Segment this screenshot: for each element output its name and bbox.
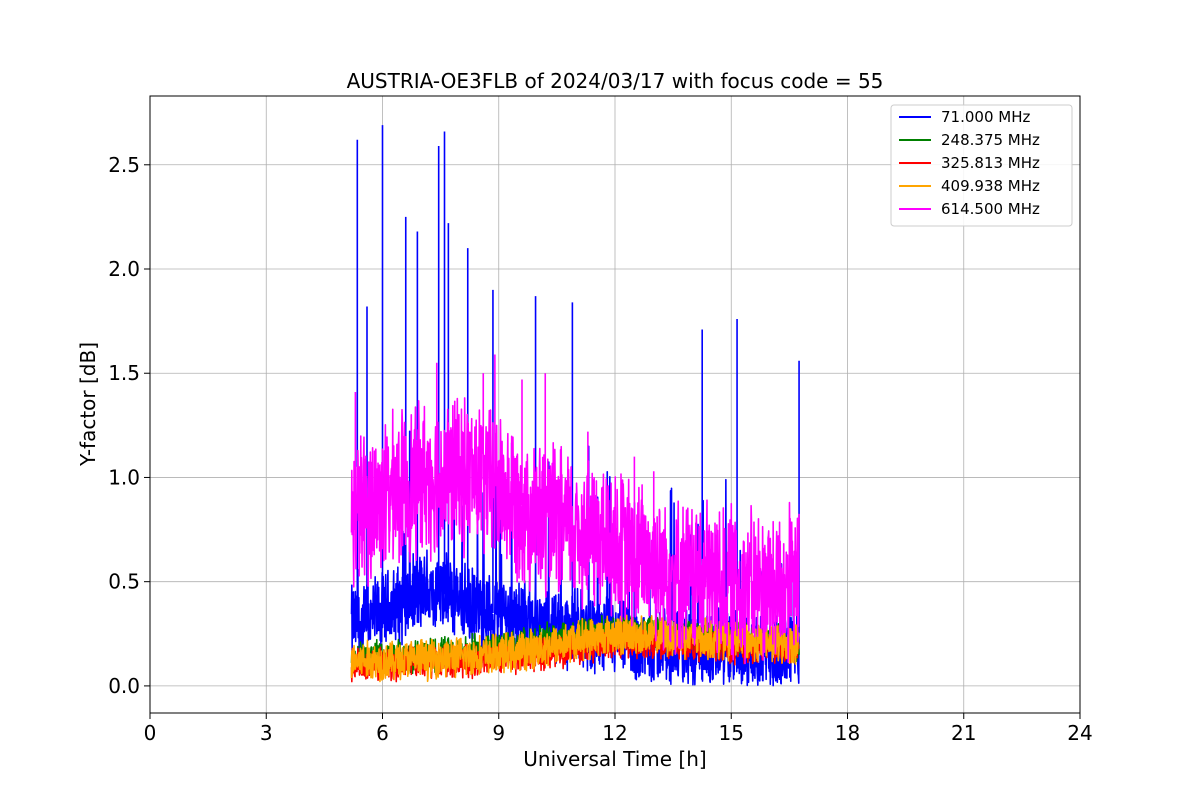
x-tick-label: 18	[835, 721, 860, 745]
series-line	[350, 354, 800, 665]
series-line	[350, 614, 800, 683]
x-tick-label: 6	[376, 721, 389, 745]
x-axis: 0 3 6 9 12 15 18 21 24	[144, 713, 1093, 745]
y-tick-label: 2.0	[108, 257, 140, 281]
legend-label: 614.500 MHz	[941, 200, 1040, 218]
x-tick-label: 15	[719, 721, 744, 745]
legend-label: 409.938 MHz	[941, 177, 1040, 195]
grid	[149, 96, 1081, 713]
x-tick-label: 9	[492, 721, 505, 745]
x-tick-label: 3	[260, 721, 273, 745]
chart-title: AUSTRIA-OE3FLB of 2024/03/17 with focus …	[347, 69, 884, 93]
legend-label: 248.375 MHz	[941, 131, 1040, 149]
x-axis-label: Universal Time [h]	[523, 747, 706, 771]
y-tick-label: 1.5	[108, 361, 140, 385]
y-axis: 0.0 0.5 1.0 1.5 2.0 2.5	[108, 153, 150, 698]
x-tick-label: 12	[602, 721, 627, 745]
legend-label: 325.813 MHz	[941, 154, 1040, 172]
y-tick-label: 0.5	[108, 570, 140, 594]
legend-label: 71.000 MHz	[941, 108, 1030, 126]
x-tick-label: 0	[144, 721, 157, 745]
y-tick-label: 1.0	[108, 465, 140, 489]
legend-frame	[890, 104, 1073, 227]
y-tick-label: 2.5	[108, 153, 140, 177]
y-tick-label: 0.0	[108, 674, 140, 698]
x-tick-label: 24	[1067, 721, 1092, 745]
plot-area	[350, 125, 800, 687]
x-tick-label: 21	[951, 721, 976, 745]
y-axis-label: Y-factor [dB]	[76, 342, 100, 467]
legend: 71.000 MHz 248.375 MHz 325.813 MHz 409.9…	[890, 104, 1073, 227]
